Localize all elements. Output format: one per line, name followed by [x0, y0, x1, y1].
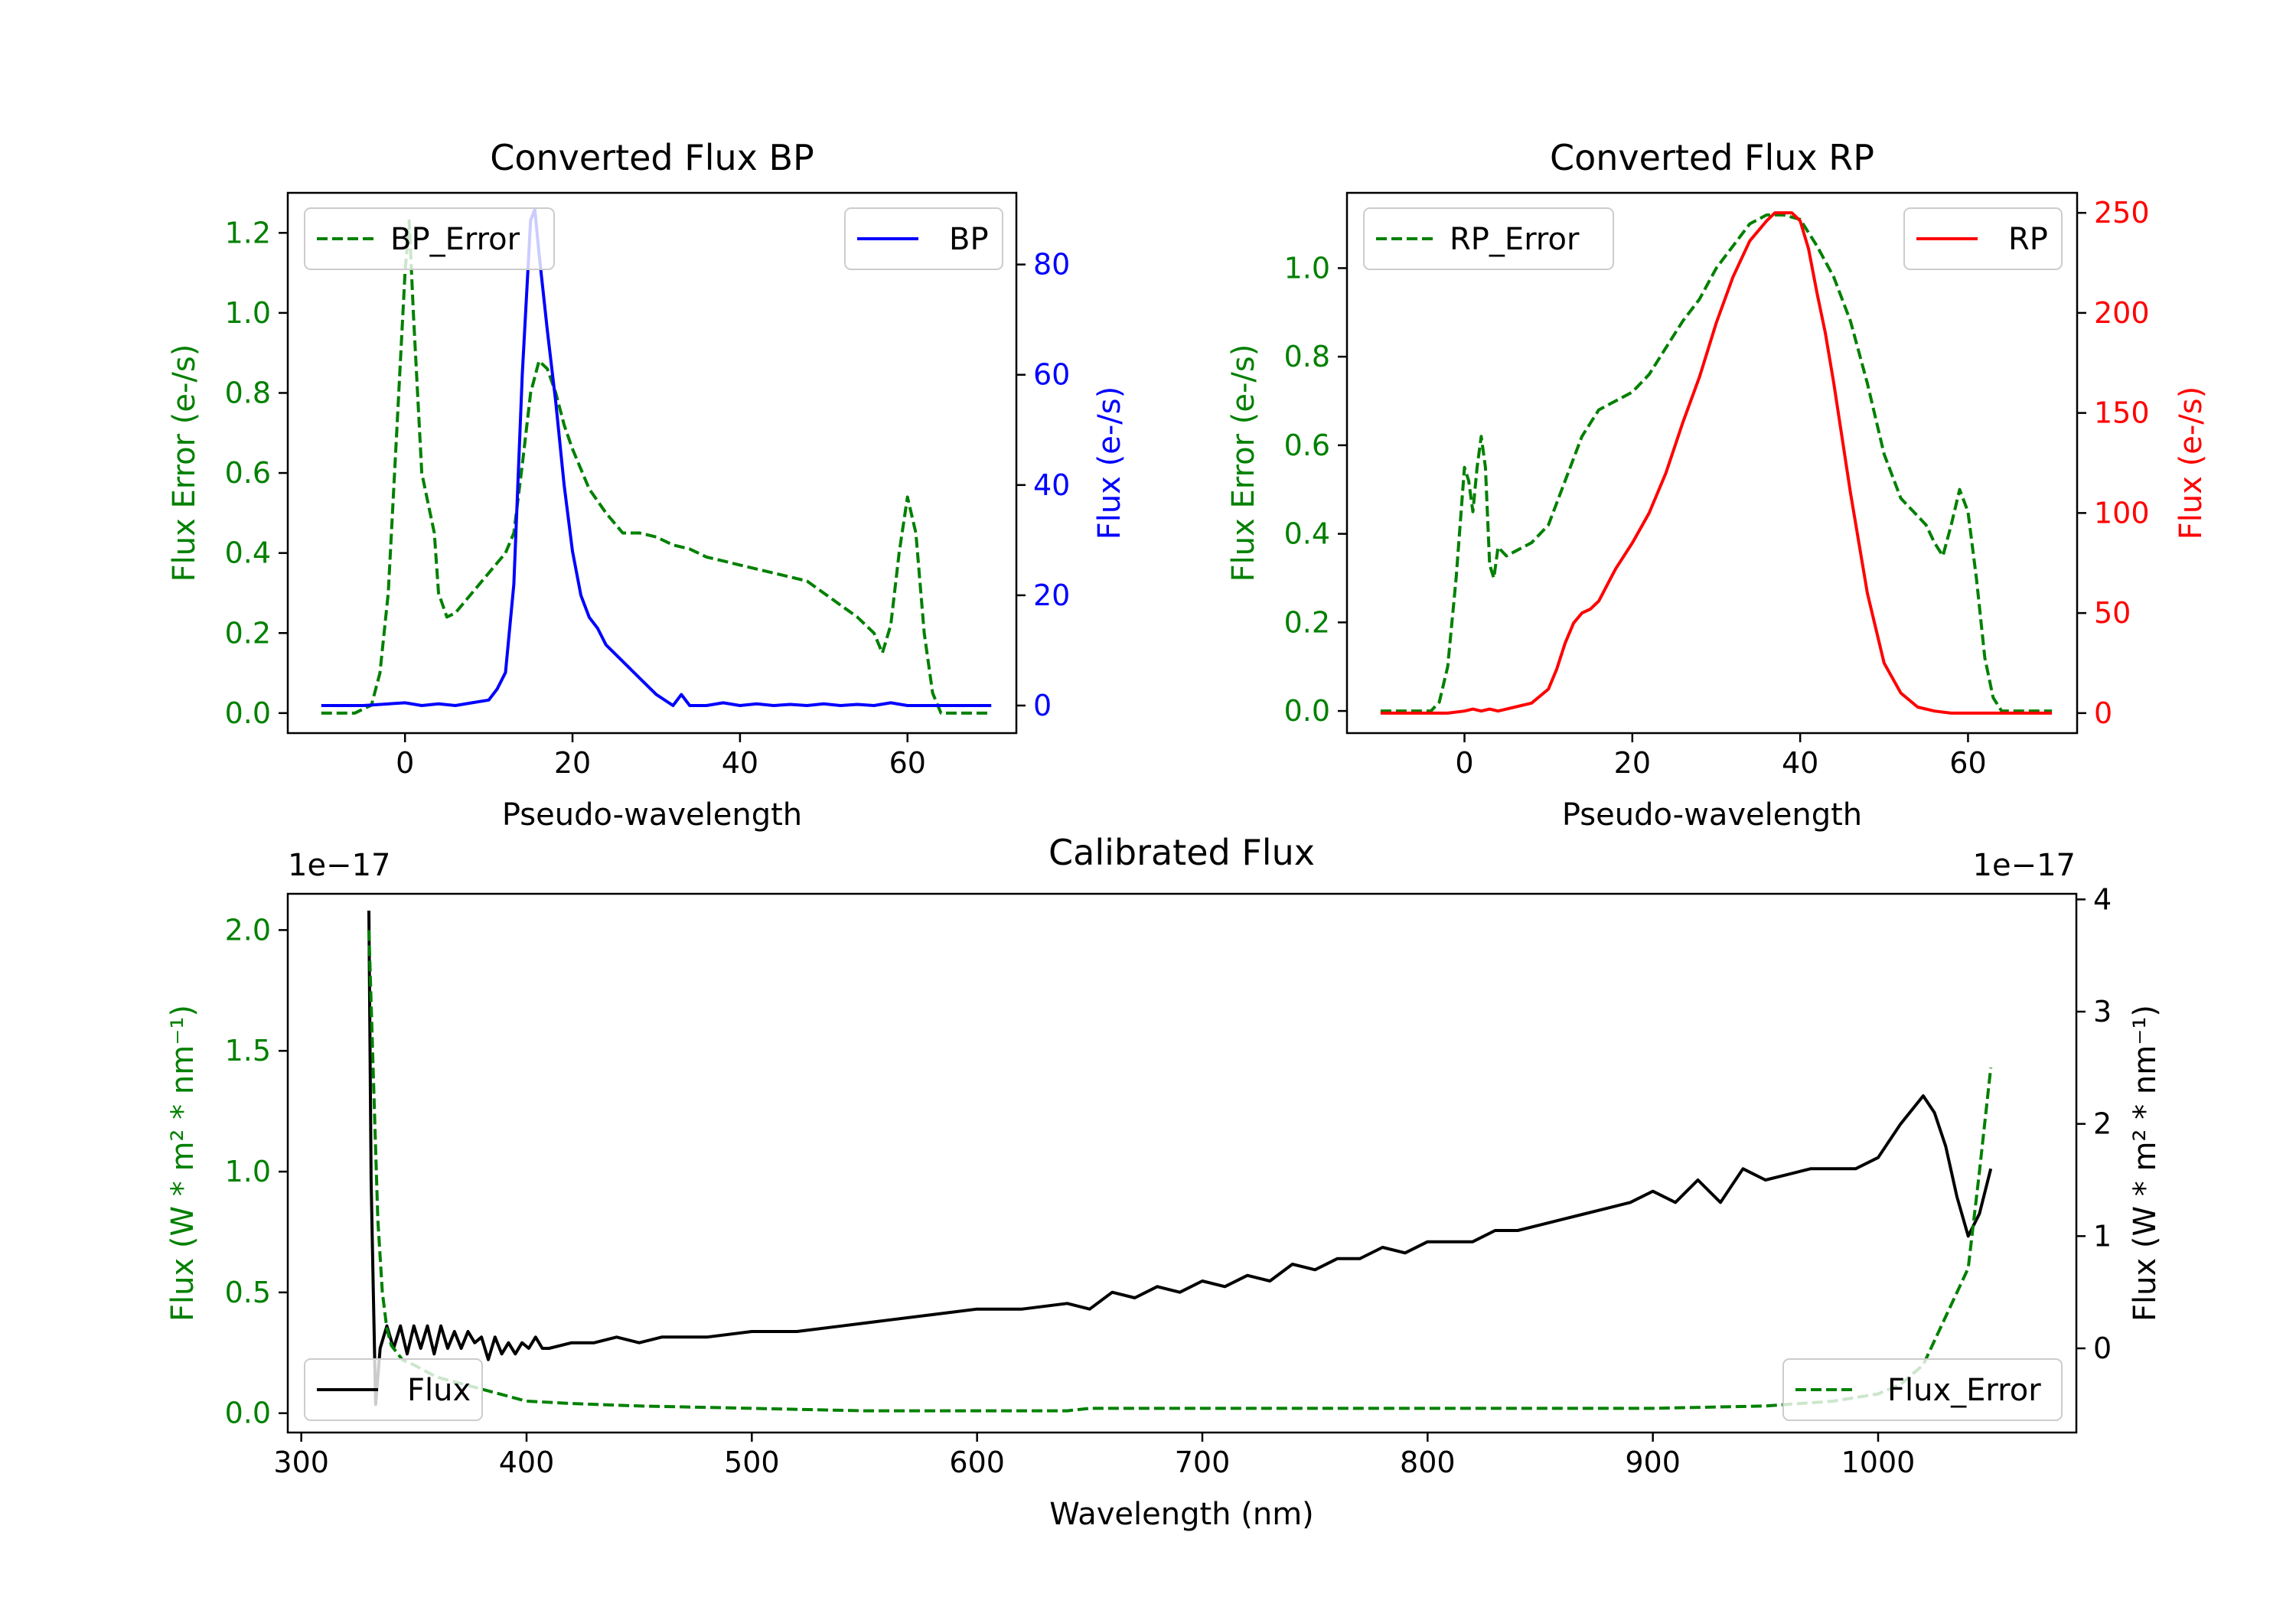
calibrated-x-axis-label: Wavelength (nm) — [1049, 1497, 1314, 1532]
rp-right-y-tick-label: 200 — [2094, 296, 2150, 330]
rp-x-tick-label: 0 — [1455, 746, 1473, 780]
panel-calibrated: Calibrated Flux 1e−17 1e−17 300 400 500 600… — [165, 832, 2163, 1532]
rp-left-y-tick-label: 0.0 — [1284, 694, 1330, 728]
bp-left-y-tick-label: 1.0 — [225, 296, 271, 330]
calibrated-right-y-tick-label: 3 — [2093, 995, 2112, 1028]
bp-series-bp-error — [321, 219, 992, 715]
bp-x-axis-label: Pseudo-wavelength — [502, 797, 802, 833]
bp-x-tick-label: 20 — [554, 746, 591, 780]
calibrated-x-tick-label: 900 — [1625, 1446, 1681, 1479]
bp-legend-error: BP_Error — [304, 207, 555, 270]
bp-legend-error-box — [304, 207, 555, 270]
rp-legend-error-label: RP_Error — [1450, 222, 1580, 257]
rp-legend-flux: RP — [1903, 207, 2063, 270]
rp-right-y-tick-label: 0 — [2094, 696, 2112, 730]
calibrated-left-offset: 1e−17 — [288, 848, 390, 883]
rp-right-y-tick-label: 100 — [2094, 496, 2150, 530]
rp-left-y-tick-label: 0.2 — [1284, 605, 1330, 639]
calibrated-title: Calibrated Flux — [1049, 832, 1315, 873]
bp-left-y-tick-label: 0.2 — [225, 616, 271, 650]
rp-left-y-tick-label: 0.4 — [1284, 517, 1330, 551]
calibrated-left-y-tick-label: 0.0 — [225, 1397, 271, 1430]
bp-left-y-tick-label: 0.4 — [225, 536, 271, 570]
calibrated-legend-flux-label: Flux — [407, 1373, 471, 1408]
calibrated-left-y-tick-label: 0.5 — [225, 1276, 271, 1309]
bp-right-y-tick-label: 0 — [1033, 689, 1052, 722]
bp-right-y-tick-label: 20 — [1033, 579, 1070, 612]
calibrated-right-y-tick-label: 0 — [2093, 1332, 2112, 1365]
calibrated-x-tick-label: 400 — [499, 1446, 555, 1479]
bp-left-y-tick-label: 0.8 — [225, 376, 271, 409]
calibrated-legend-error: Flux_Error — [1782, 1358, 2063, 1421]
rp-left-axis-label: Flux Error (e-/s) — [1226, 344, 1261, 582]
bp-legend-flux-label: BP — [949, 222, 989, 257]
calibrated-right-y-tick-label: 1 — [2093, 1219, 2112, 1253]
bp-x-tick-label: 60 — [889, 746, 926, 780]
calibrated-left-y-tick-label: 2.0 — [225, 913, 271, 947]
rp-legend-error-box — [1363, 207, 1614, 270]
bp-x-tick-label: 40 — [722, 746, 758, 780]
calibrated-right-y-tick-label: 2 — [2093, 1107, 2112, 1141]
calibrated-legend-error-label: Flux_Error — [1887, 1373, 2041, 1408]
panel-rp: Converted Flux RP 0 20 40 60 0.0 0.2 0.4 0.6 0.8… — [1226, 137, 2209, 833]
bp-title: Converted Flux BP — [490, 137, 814, 178]
rp-left-y-tick-label: 0.6 — [1284, 429, 1330, 462]
bp-left-y-tick-label: 0.0 — [225, 696, 271, 730]
calibrated-x-tick-label: 800 — [1400, 1446, 1456, 1479]
calibrated-left-y-tick-label: 1.5 — [225, 1034, 271, 1068]
rp-left-y-tick-label: 0.8 — [1284, 340, 1330, 373]
rp-series-rp-error — [1380, 213, 2053, 713]
bp-legend-flux-box — [844, 207, 1003, 270]
calibrated-series-flux — [367, 910, 1993, 1407]
calibrated-x-tick-label: 700 — [1175, 1446, 1231, 1479]
calibrated-right-axis-label: Flux (W * m² * nm⁻¹) — [2128, 1005, 2163, 1322]
bp-right-axis-label: Flux (e-/s) — [1092, 386, 1127, 539]
rp-x-tick-label: 20 — [1614, 746, 1651, 780]
calibrated-x-tick-label: 1000 — [1841, 1446, 1916, 1479]
calibrated-right-offset: 1e−17 — [1973, 848, 2076, 883]
calibrated-x-tick-label: 300 — [273, 1446, 329, 1479]
bp-left-y-tick-label: 1.2 — [225, 216, 271, 249]
rp-right-axis-label: Flux (e-/s) — [2174, 386, 2209, 539]
calibrated-legend-flux: Flux — [304, 1358, 483, 1421]
rp-x-tick-label: 40 — [1782, 746, 1818, 780]
rp-title: Converted Flux RP — [1550, 137, 1874, 178]
rp-right-y-tick-label: 150 — [2094, 396, 2150, 430]
calibrated-x-tick-label: 600 — [949, 1446, 1005, 1479]
rp-legend-error: RP_Error — [1363, 207, 1614, 270]
calibrated-axes-frame — [286, 892, 2078, 1434]
calibrated-x-tick-label: 500 — [724, 1446, 780, 1479]
bp-right-y-tick-label: 60 — [1033, 358, 1070, 392]
bp-left-axis-label: Flux Error (e-/s) — [167, 344, 202, 582]
bp-series-bp — [321, 207, 992, 707]
rp-x-axis-label: Pseudo-wavelength — [1562, 797, 1862, 833]
bp-legend-flux: BP — [844, 207, 1003, 270]
calibrated-legend-flux-box — [304, 1358, 483, 1421]
bp-axes-frame — [286, 191, 1018, 735]
bp-right-y-tick-label: 80 — [1033, 248, 1070, 282]
rp-legend-flux-label: RP — [2008, 222, 2048, 257]
calibrated-left-y-tick-label: 1.0 — [225, 1155, 271, 1188]
calibrated-right-y-tick-label: 4 — [2093, 882, 2112, 916]
rp-series-rp — [1380, 211, 2053, 715]
calibrated-legend-error-box — [1782, 1358, 2063, 1421]
bp-legend-error-label: BP_Error — [390, 222, 520, 257]
bp-x-tick-label: 0 — [396, 746, 414, 780]
bp-left-y-tick-label: 0.6 — [225, 456, 271, 490]
bp-right-y-tick-label: 40 — [1033, 468, 1070, 502]
panel-bp: Converted Flux BP 0 20 40 60 0.0 0.2 0.4 0.6 0.8… — [167, 137, 1127, 833]
rp-axes-frame — [1345, 191, 2079, 735]
rp-left-y-tick-label: 1.0 — [1284, 251, 1330, 285]
rp-x-tick-label: 60 — [1949, 746, 1986, 780]
calibrated-left-axis-label: Flux (W * m² * nm⁻¹) — [165, 1005, 201, 1322]
rp-right-y-tick-label: 50 — [2094, 596, 2131, 630]
rp-right-y-tick-label: 250 — [2094, 196, 2150, 230]
rp-legend-flux-box — [1903, 207, 2063, 270]
